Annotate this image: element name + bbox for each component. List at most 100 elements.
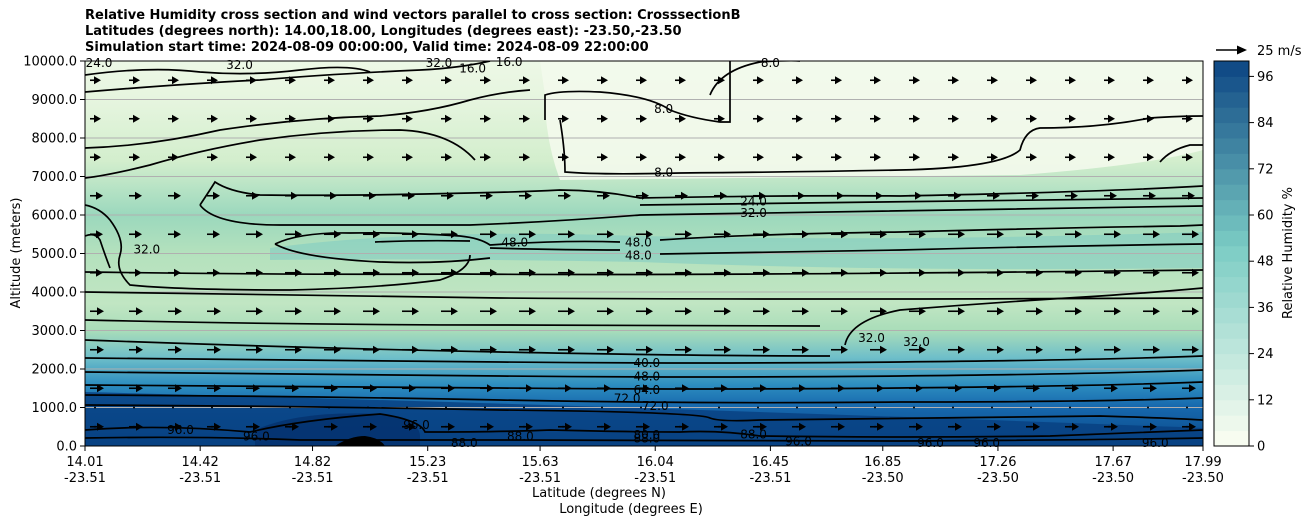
contour-line [274, 231, 621, 246]
colorbar-band [1214, 261, 1249, 278]
x-tick-label-longitude: -23.51 [292, 471, 334, 486]
wind-arrow-head [835, 153, 842, 162]
contour-lines [85, 61, 1203, 442]
wind-arrow-head [721, 422, 728, 431]
wind-arrow [441, 345, 458, 354]
wind-arrow [675, 384, 689, 393]
wind-arrow [675, 268, 692, 277]
x-tick-label-longitude: -23.51 [749, 471, 791, 486]
wind-arrow-head [643, 422, 650, 431]
wind-arrow [207, 230, 220, 239]
wind-arrow [207, 191, 220, 200]
y-tick-label: 8000.0 [32, 132, 78, 147]
wind-arrow-head [564, 191, 571, 200]
wind-arrow-head [406, 76, 413, 85]
wind-arrow [480, 76, 491, 85]
wind-arrow [207, 114, 218, 123]
wind-arrow [402, 114, 413, 123]
wind-arrow-head [250, 153, 257, 162]
wind-arrow-head [214, 422, 221, 431]
contour-label: 48.0 [625, 236, 652, 250]
wind-arrow-head [952, 114, 959, 123]
wind-arrow-head [802, 345, 809, 354]
wind-arrow [1026, 268, 1043, 277]
wind-arrow-head [643, 384, 650, 393]
wind-arrow-head [1192, 307, 1199, 316]
surface-peak [335, 436, 385, 446]
contour-label: 24.0 [740, 195, 767, 209]
wind-arrow-head [295, 268, 302, 277]
wind-arrow [246, 76, 257, 85]
wind-arrow-head [133, 114, 140, 123]
wind-arrow-head [1189, 384, 1196, 393]
wind-arrow [753, 191, 766, 200]
wind-arrow [363, 384, 377, 393]
wind-arrow [597, 191, 610, 200]
contour-label: 32.0 [903, 335, 930, 349]
wind-arrow-head [1108, 114, 1115, 123]
wind-arrow [1143, 307, 1160, 316]
wind-arrow-head [562, 153, 569, 162]
wind-arrow-head [523, 153, 530, 162]
wind-arrow-head [763, 268, 770, 277]
wind-arrow [519, 307, 536, 316]
contour-line [844, 287, 1203, 346]
wind-arrow-head [724, 345, 731, 354]
wind-arrow [441, 76, 452, 85]
wind-arrow-head [874, 76, 881, 85]
wind-arrow [1182, 345, 1199, 354]
wind-arrow-head [526, 384, 533, 393]
wind-arrow [714, 307, 731, 316]
colorbar-tick-label: 60 [1257, 209, 1274, 224]
wind-arrow-head [1108, 153, 1115, 162]
wind-arrow [597, 345, 614, 354]
wind-arrow [402, 153, 413, 162]
wind-arrow [909, 307, 926, 316]
wind-arrow [285, 384, 299, 393]
contour-label: 96.0 [785, 434, 812, 448]
wind-arrow-head [211, 76, 218, 85]
wind-arrow [207, 153, 218, 162]
wind-arrow-head [682, 384, 689, 393]
wind-arrow [1143, 230, 1160, 239]
wind-arrow [874, 425, 876, 428]
wind-arrow-head [97, 422, 104, 431]
wind-arrow-head [490, 307, 497, 316]
wind-arrow-head [490, 268, 497, 277]
x-tick-label-latitude: 17.67 [1095, 455, 1132, 470]
wind-arrow [441, 191, 454, 200]
wind-arrow [168, 230, 181, 239]
wind-arrow [246, 345, 263, 354]
wind-arrow [1108, 406, 1110, 409]
wind-arrow [1065, 384, 1079, 393]
contour-line [85, 66, 371, 76]
wind-arrow [168, 114, 179, 123]
wind-arrow-head [841, 230, 848, 239]
wind-arrow [714, 191, 727, 200]
wind-arrow [519, 268, 536, 277]
wind-arrow [324, 191, 337, 200]
chart-title-line-2: Latitudes (degrees north): 14.00,18.00, … [85, 24, 682, 39]
wind-arrow [402, 268, 419, 277]
wind-arrow [792, 191, 805, 200]
contour-line [559, 115, 1203, 175]
colorbar-band [1214, 107, 1249, 124]
colorbar-band [1214, 215, 1249, 231]
wind-arrow [324, 153, 335, 162]
wind-arrow [90, 230, 103, 239]
wind-arrow [870, 384, 884, 393]
colorbar-band [1214, 384, 1249, 401]
wind-arrow-head [874, 114, 881, 123]
wind-arrow [441, 307, 458, 316]
wind-arrow [1104, 76, 1115, 85]
wind-arrow [636, 345, 653, 354]
wind-arrow-head [682, 422, 689, 431]
wind-arrow-head [646, 230, 653, 239]
wind-arrow [679, 406, 681, 409]
wind-arrow [289, 425, 291, 428]
wind-arrow [636, 384, 650, 393]
x-tick-label-latitude: 17.99 [1184, 455, 1221, 470]
colorbar-band [1214, 153, 1249, 170]
wind-arrow [909, 345, 926, 354]
x-tick-label-longitude: -23.51 [519, 471, 561, 486]
